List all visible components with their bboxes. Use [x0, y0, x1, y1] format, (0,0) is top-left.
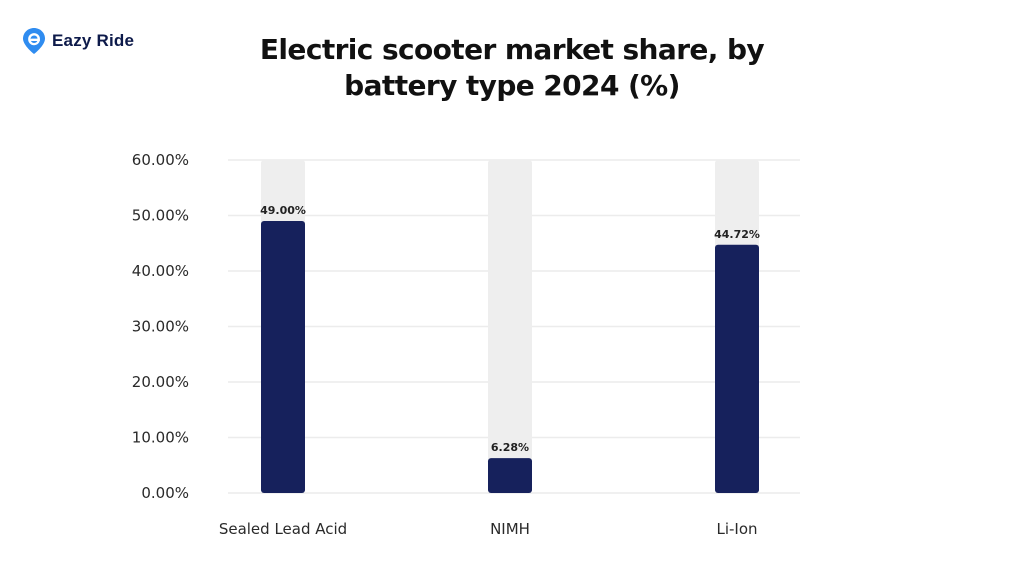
- y-tick-label: 0.00%: [141, 484, 189, 502]
- data-label: 44.72%: [714, 228, 760, 241]
- brand-logo: Eazy Ride: [22, 27, 134, 55]
- chart-title: Electric scooter market share, by batter…: [259, 33, 765, 102]
- y-tick-label: 60.00%: [132, 151, 189, 169]
- data-label: 6.28%: [491, 441, 529, 454]
- y-tick-label: 50.00%: [132, 207, 189, 225]
- y-tick-label: 10.00%: [132, 429, 189, 447]
- y-tick-label: 40.00%: [132, 262, 189, 280]
- x-tick-label: NIMH: [490, 520, 530, 538]
- data-label: 49.00%: [260, 204, 306, 217]
- bar: [715, 244, 759, 493]
- location-pin-e-icon: [23, 28, 45, 54]
- y-tick-label: 30.00%: [132, 318, 189, 336]
- x-tick-label: Li-Ion: [716, 520, 757, 538]
- bar: [261, 221, 305, 494]
- y-tick-label: 20.00%: [132, 373, 189, 391]
- bar-track: [488, 160, 532, 493]
- brand-name: Eazy Ride: [52, 31, 135, 50]
- bar: [488, 458, 532, 493]
- x-tick-label: Sealed Lead Acid: [219, 520, 347, 538]
